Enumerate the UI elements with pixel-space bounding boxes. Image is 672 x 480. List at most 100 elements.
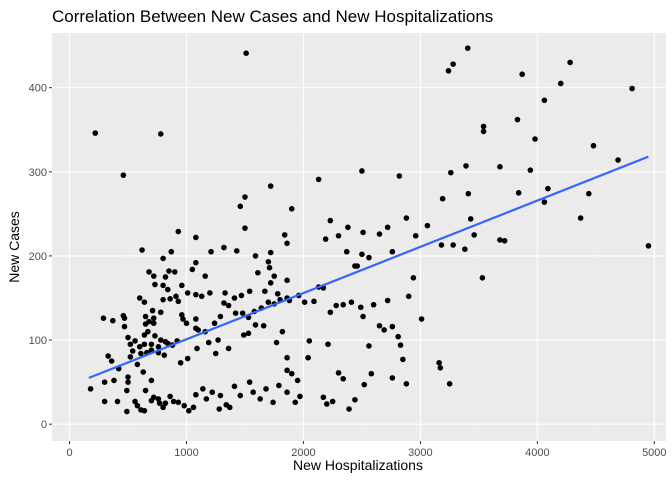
data-point: [162, 274, 169, 280]
data-point: [501, 237, 508, 244]
x-tick-label: 4000: [525, 447, 549, 459]
data-point: [292, 399, 299, 406]
data-point: [221, 300, 227, 306]
data-point: [129, 348, 136, 354]
data-point: [327, 309, 334, 316]
data-point: [266, 264, 273, 271]
data-point: [284, 277, 290, 284]
data-point: [160, 282, 166, 289]
data-point: [397, 342, 404, 348]
data-point: [629, 85, 635, 92]
data-point: [257, 396, 263, 402]
data-point: [207, 290, 213, 296]
data-point: [125, 334, 131, 341]
data-point: [150, 315, 157, 321]
y-axis-title: New Cases: [6, 211, 22, 283]
data-point: [246, 288, 253, 295]
x-tick-label: 0: [66, 447, 72, 459]
data-point: [136, 343, 143, 350]
data-point: [212, 350, 219, 357]
data-point: [239, 310, 246, 316]
data-point: [465, 190, 472, 197]
data-point: [132, 338, 138, 344]
data-point: [141, 299, 148, 305]
data-point: [263, 386, 269, 392]
data-point: [145, 328, 151, 335]
data-point: [141, 407, 148, 414]
data-points: [87, 45, 652, 415]
data-point: [284, 389, 290, 396]
data-point: [125, 374, 131, 380]
data-point: [645, 243, 652, 249]
data-point: [231, 383, 238, 390]
data-point: [403, 215, 410, 221]
data-point: [340, 301, 347, 308]
data-point: [149, 307, 156, 314]
data-point: [368, 370, 375, 377]
data-point: [205, 339, 212, 346]
data-point: [329, 398, 336, 405]
data-point: [412, 232, 419, 239]
data-point: [243, 50, 249, 56]
data-point: [437, 365, 444, 371]
data-point: [252, 322, 259, 328]
data-point: [577, 215, 584, 221]
data-point: [195, 327, 201, 333]
data-point: [294, 377, 301, 384]
data-point: [352, 396, 358, 403]
data-point: [167, 296, 173, 302]
data-point: [245, 330, 252, 337]
data-point: [439, 195, 446, 202]
data-point: [186, 407, 192, 414]
data-point: [405, 293, 412, 300]
data-point: [532, 136, 538, 142]
data-point: [359, 251, 365, 258]
data-point: [464, 45, 471, 51]
data-point: [232, 310, 239, 316]
data-point: [325, 341, 331, 348]
data-point: [324, 401, 330, 407]
data-point: [142, 387, 149, 394]
data-point: [389, 248, 396, 255]
data-point: [179, 282, 185, 289]
data-point: [237, 392, 244, 399]
data-point: [120, 312, 127, 319]
data-point: [114, 398, 121, 405]
y-tick-label: 400: [29, 83, 47, 95]
data-point: [193, 291, 199, 298]
data-point: [161, 352, 168, 358]
data-point: [480, 128, 487, 135]
data-point: [438, 242, 445, 248]
data-point: [384, 297, 391, 304]
data-point: [127, 354, 134, 360]
trend-line-group: [88, 155, 649, 379]
data-point: [311, 298, 317, 305]
data-point: [284, 240, 290, 247]
data-point: [267, 280, 274, 286]
data-point: [360, 229, 366, 236]
data-point: [193, 259, 199, 266]
data-point: [276, 382, 282, 389]
data-point: [354, 263, 361, 269]
data-point: [274, 290, 281, 297]
data-point: [146, 269, 152, 275]
data-point: [281, 232, 288, 238]
data-point: [267, 249, 274, 256]
minor-gridlines: [52, 33, 666, 441]
x-tick-label: 2000: [291, 447, 315, 459]
data-point: [237, 203, 244, 210]
data-point: [233, 248, 240, 254]
y-tick-label: 100: [29, 335, 47, 347]
data-point: [445, 68, 452, 74]
data-point: [170, 398, 177, 405]
data-point: [167, 393, 173, 400]
data-point: [162, 338, 169, 345]
data-point: [400, 356, 406, 363]
data-point: [101, 398, 108, 405]
data-point: [203, 396, 210, 402]
data-point: [200, 386, 206, 392]
data-point: [166, 268, 172, 274]
data-point: [138, 350, 144, 357]
data-point: [150, 320, 157, 327]
data-point: [527, 167, 534, 173]
